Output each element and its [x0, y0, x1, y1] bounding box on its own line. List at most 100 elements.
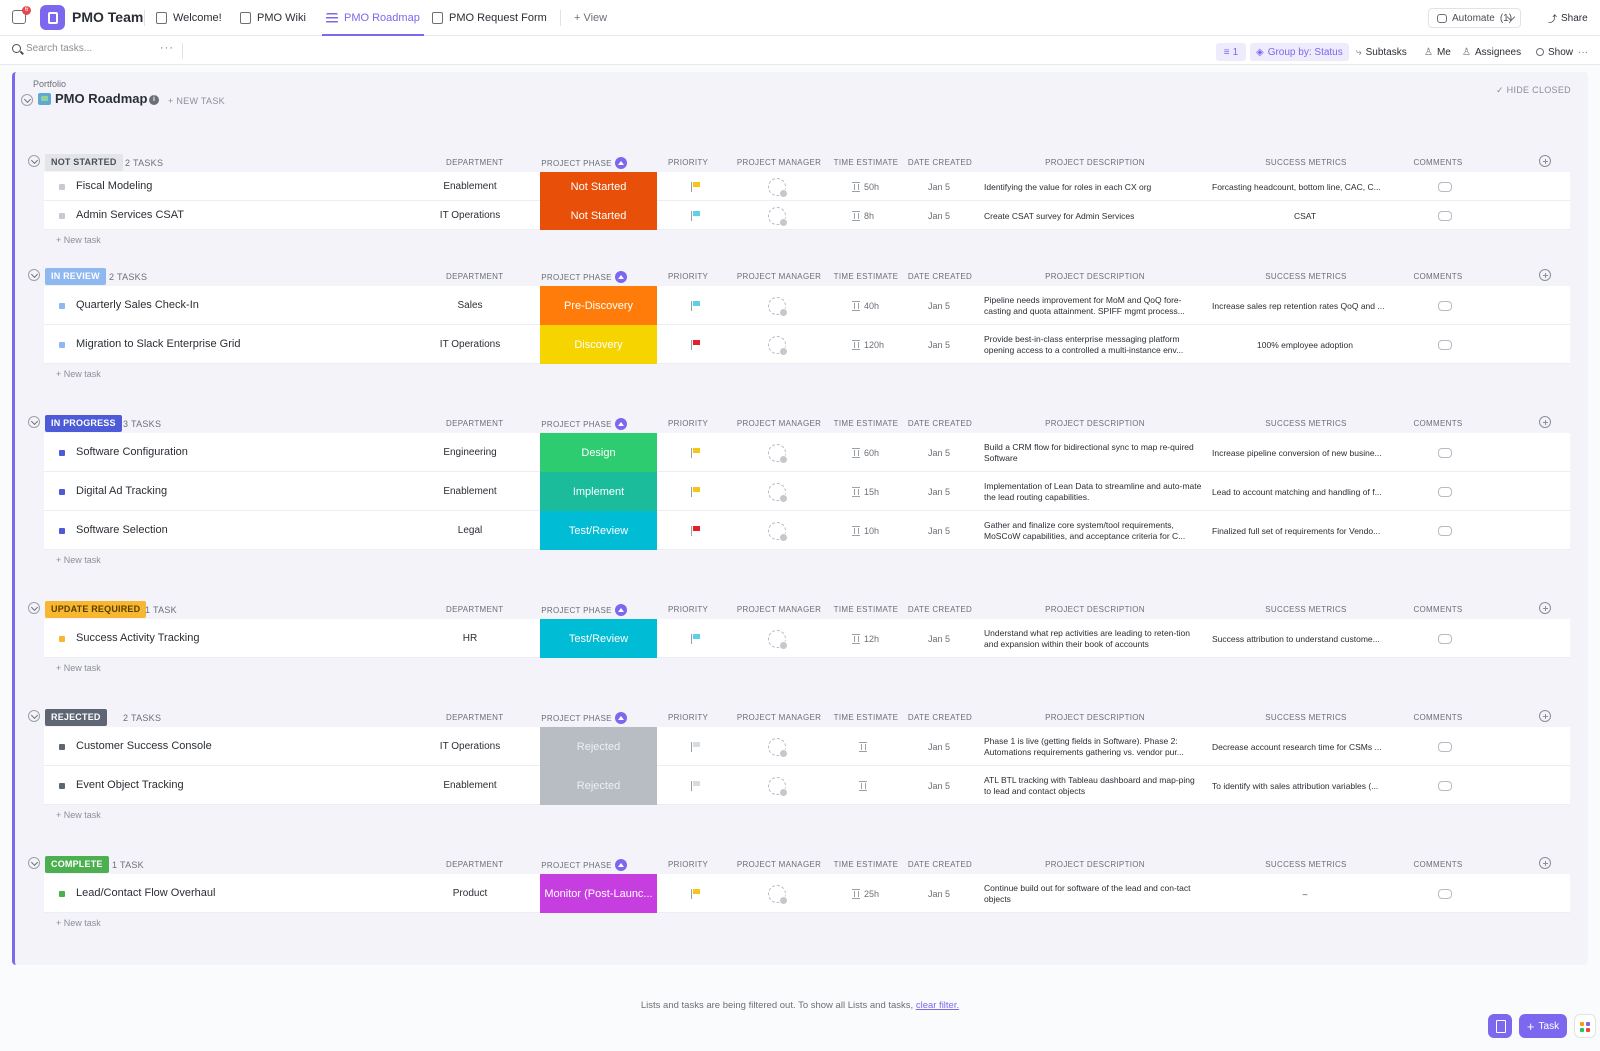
- page-title[interactable]: PMO Roadmap: [55, 91, 148, 106]
- assignee-placeholder-icon[interactable]: [768, 335, 788, 356]
- project-phase-cell[interactable]: Discovery: [540, 325, 657, 364]
- column-header-metrics[interactable]: SUCCESS METRICS: [1260, 272, 1352, 281]
- comment-icon[interactable]: [1438, 181, 1452, 192]
- status-dot[interactable]: [59, 449, 65, 456]
- project-description[interactable]: Gather and finalize core system/tool req…: [984, 519, 1186, 541]
- task-name[interactable]: Software Configuration: [76, 445, 188, 458]
- column-header-desc[interactable]: PROJECT DESCRIPTION: [1040, 860, 1150, 869]
- assignee-placeholder-icon[interactable]: [768, 296, 788, 317]
- column-header-manager[interactable]: PROJECT MANAGER: [735, 158, 823, 167]
- status-dot[interactable]: [59, 635, 65, 642]
- column-header-manager[interactable]: PROJECT MANAGER: [735, 860, 823, 869]
- column-header-manager[interactable]: PROJECT MANAGER: [735, 713, 823, 722]
- task-name[interactable]: Lead/Contact Flow Overhaul: [76, 886, 216, 899]
- project-description[interactable]: Understand what rep activities are leadi…: [984, 627, 1191, 649]
- clear-filter-link[interactable]: clear filter.: [915, 1000, 960, 1011]
- priority-flag-icon[interactable]: [691, 447, 700, 458]
- breadcrumb[interactable]: Portfolio: [33, 79, 67, 89]
- department-cell[interactable]: IT Operations: [439, 740, 501, 752]
- project-description[interactable]: Pipeline needs improvement for MoM and Q…: [984, 294, 1185, 316]
- new-task-row[interactable]: + New task: [56, 235, 101, 245]
- date-created[interactable]: Jan 5: [927, 486, 951, 497]
- priority-flag-icon[interactable]: [691, 633, 700, 644]
- add-column-icon[interactable]: [1539, 155, 1551, 167]
- priority-flag-icon[interactable]: [691, 210, 700, 221]
- status-dot[interactable]: [59, 743, 65, 750]
- time-estimate[interactable]: 40h: [864, 300, 880, 311]
- column-header-comments[interactable]: COMMENTS: [1410, 272, 1466, 281]
- tab-pmo-wiki[interactable]: PMO Wiki: [240, 0, 306, 36]
- department-cell[interactable]: Enablement: [443, 485, 497, 497]
- add-column-icon[interactable]: [1539, 710, 1551, 722]
- time-estimate[interactable]: 50h: [864, 181, 880, 192]
- task-name[interactable]: Software Selection: [76, 523, 168, 536]
- department-cell[interactable]: IT Operations: [439, 209, 501, 221]
- project-description[interactable]: Phase 1 is live (getting fields in Softw…: [984, 735, 1184, 757]
- status-dot[interactable]: [59, 890, 65, 897]
- column-header-manager[interactable]: PROJECT MANAGER: [735, 272, 823, 281]
- column-header-comments[interactable]: COMMENTS: [1410, 158, 1466, 167]
- project-phase-cell[interactable]: Not Started: [540, 172, 657, 201]
- task-name[interactable]: Fiscal Modeling: [76, 179, 153, 192]
- table-row[interactable]: Quarterly Sales Check-In Sales Pre-Discove…: [44, 286, 1570, 325]
- priority-flag-icon[interactable]: [691, 181, 700, 192]
- project-phase-cell[interactable]: Test/Review: [540, 511, 657, 550]
- comment-icon[interactable]: [1438, 633, 1452, 644]
- success-metrics[interactable]: Finalized full set of requirements for V…: [1212, 525, 1381, 536]
- column-header-priority[interactable]: PRIORITY: [668, 272, 708, 281]
- sort-ascending-icon[interactable]: [614, 157, 627, 169]
- column-header-priority[interactable]: PRIORITY: [668, 860, 708, 869]
- column-header-date[interactable]: DATE CREATED: [907, 419, 973, 428]
- column-header-department[interactable]: DEPARTMENT: [446, 419, 503, 428]
- table-row[interactable]: Success Activity Tracking HR Test/Review 12…: [44, 619, 1570, 658]
- column-header-phase[interactable]: PROJECT PHASE: [532, 604, 636, 617]
- time-estimate[interactable]: 25h: [864, 888, 880, 899]
- column-header-comments[interactable]: COMMENTS: [1410, 713, 1466, 722]
- table-row[interactable]: Lead/Contact Flow Overhaul Product Monitor…: [44, 874, 1570, 913]
- assignee-placeholder-icon[interactable]: [768, 482, 788, 503]
- add-column-icon[interactable]: [1539, 602, 1551, 614]
- priority-flag-icon[interactable]: [691, 888, 700, 899]
- date-created[interactable]: Jan 5: [927, 210, 951, 221]
- success-metrics[interactable]: CSAT: [1293, 210, 1317, 221]
- comment-icon[interactable]: [1438, 447, 1452, 458]
- priority-flag-icon[interactable]: [691, 339, 700, 350]
- project-phase-cell[interactable]: Not Started: [540, 201, 657, 230]
- task-name[interactable]: Customer Success Console: [76, 739, 212, 752]
- column-header-department[interactable]: DEPARTMENT: [446, 713, 503, 722]
- date-created[interactable]: Jan 5: [927, 339, 951, 350]
- column-header-metrics[interactable]: SUCCESS METRICS: [1260, 158, 1352, 167]
- table-row[interactable]: Software Selection Legal Test/Review 10h Jan…: [44, 511, 1570, 550]
- status-dot[interactable]: [59, 341, 65, 348]
- collapse-group-icon[interactable]: [28, 602, 40, 614]
- subtasks-button[interactable]: ⤷ Subtasks: [1356, 43, 1407, 61]
- project-description[interactable]: Build a CRM flow for bidirectional sync …: [984, 441, 1194, 463]
- project-phase-cell[interactable]: Design: [540, 433, 657, 472]
- success-metrics[interactable]: To identify with sales attribution varia…: [1212, 780, 1379, 791]
- add-column-icon[interactable]: [1539, 416, 1551, 428]
- column-header-comments[interactable]: COMMENTS: [1410, 860, 1466, 869]
- space-avatar-icon[interactable]: [40, 5, 65, 30]
- priority-flag-icon[interactable]: [691, 525, 700, 536]
- column-header-desc[interactable]: PROJECT DESCRIPTION: [1040, 713, 1150, 722]
- column-header-department[interactable]: DEPARTMENT: [446, 272, 503, 281]
- table-row[interactable]: Migration to Slack Enterprise Grid IT Ope…: [44, 325, 1570, 364]
- notification-badge[interactable]: 6: [22, 6, 31, 15]
- me-filter-button[interactable]: ♙ Me: [1424, 43, 1451, 61]
- table-row[interactable]: Software Configuration Engineering Design 6…: [44, 433, 1570, 472]
- time-estimate[interactable]: 120h: [864, 339, 885, 350]
- status-dot[interactable]: [59, 527, 65, 534]
- column-header-metrics[interactable]: SUCCESS METRICS: [1260, 860, 1352, 869]
- table-row[interactable]: Customer Success Console IT Operations Rej…: [44, 727, 1570, 766]
- success-metrics[interactable]: Increase pipeline conversion of new busi…: [1212, 447, 1382, 458]
- priority-flag-icon[interactable]: [691, 741, 700, 752]
- time-estimate[interactable]: 15h: [864, 486, 880, 497]
- project-phase-cell[interactable]: Monitor (Post-Launc...: [540, 874, 657, 913]
- column-header-desc[interactable]: PROJECT DESCRIPTION: [1040, 158, 1150, 167]
- tab-welcome[interactable]: Welcome!: [156, 0, 222, 36]
- group-by-button[interactable]: ◈ Group by: Status: [1250, 43, 1349, 61]
- column-header-department[interactable]: DEPARTMENT: [446, 158, 503, 167]
- search-input[interactable]: [26, 43, 146, 54]
- priority-flag-icon[interactable]: [691, 780, 700, 791]
- department-cell[interactable]: Legal: [457, 524, 483, 536]
